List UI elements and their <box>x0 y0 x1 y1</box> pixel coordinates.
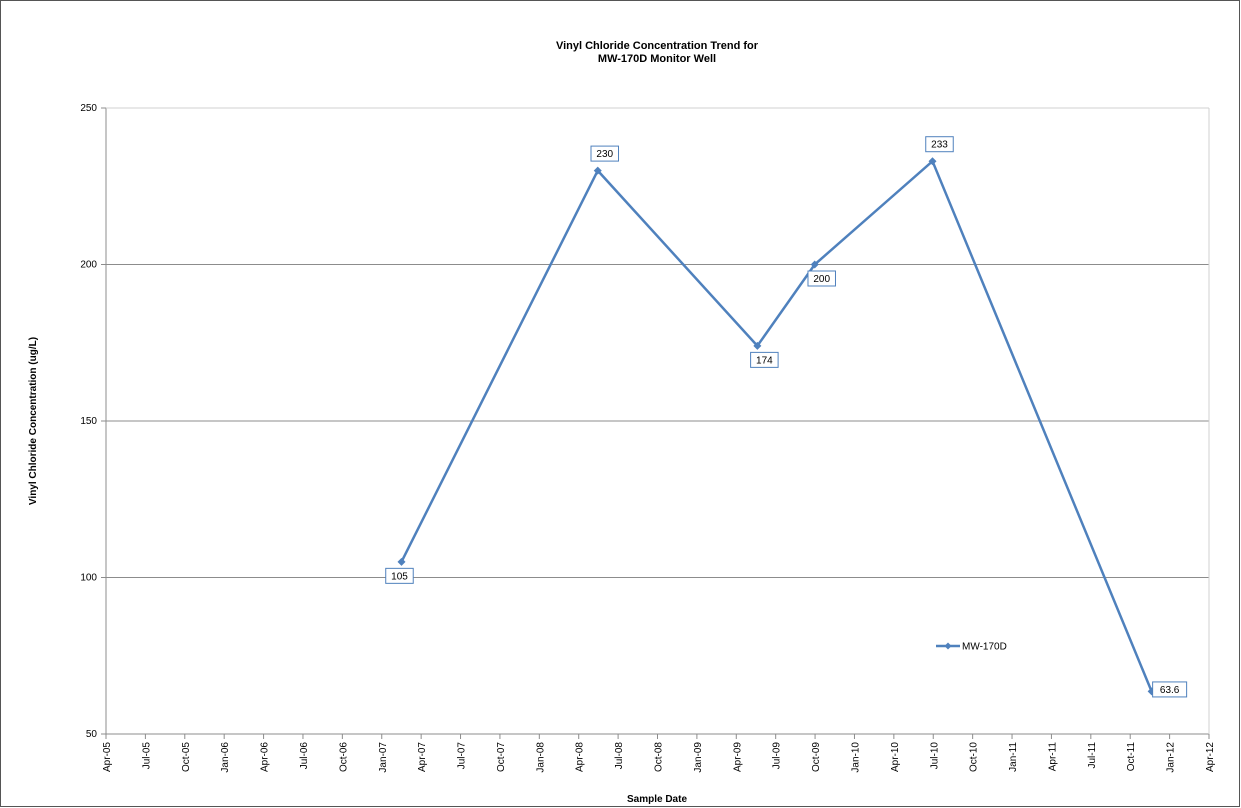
legend: MW-170D <box>936 642 1007 653</box>
x-axis-title: Sample Date <box>627 794 687 805</box>
chart-title-line: MW-170D Monitor Well <box>598 53 716 65</box>
chart-title-line: Vinyl Chloride Concentration Trend for <box>556 40 759 52</box>
data-label-box <box>1152 681 1188 698</box>
x-tick-label: Apr-08 <box>575 742 586 772</box>
data-point-marker <box>593 166 602 175</box>
series-lines <box>400 159 1153 692</box>
x-tick-label: Apr-10 <box>890 742 901 772</box>
series-line <box>400 159 1153 692</box>
x-tick-label: Oct-10 <box>969 742 980 772</box>
data-label: 63.6 <box>1160 685 1180 696</box>
x-tick-label: Apr-06 <box>260 742 271 772</box>
data-label: 230 <box>596 149 613 160</box>
x-tick-label: Jul-06 <box>299 742 310 770</box>
x-tick-label: Jul-07 <box>457 742 468 770</box>
x-tick-label: Apr-12 <box>1205 742 1216 772</box>
x-tick-label: Apr-09 <box>732 742 743 772</box>
data-labels: 105 230 174 200 233 63.6 <box>385 136 1188 698</box>
y-tick-label: 150 <box>80 416 97 427</box>
chart-title: Vinyl Chloride Concentration Trend forMW… <box>556 40 759 65</box>
x-tick-label: Oct-06 <box>338 742 349 772</box>
x-tick-label: Oct-07 <box>496 742 507 772</box>
data-label-box <box>925 136 954 153</box>
y-tick-label: 200 <box>80 260 97 271</box>
x-tick-label: Jul-08 <box>614 742 625 770</box>
x-tick-label: Jan-11 <box>1008 742 1019 772</box>
x-tick-label: Jul-10 <box>929 742 940 770</box>
data-label: 200 <box>813 274 830 285</box>
x-tick-label: Jan-09 <box>693 742 704 773</box>
x-tick-label: Jul-05 <box>141 742 152 770</box>
x-tick-label: Jan-12 <box>1166 742 1177 773</box>
data-points <box>397 157 1156 696</box>
data-point-marker <box>810 260 819 269</box>
x-tick-label: Jan-07 <box>378 742 389 773</box>
x-tick-label: Apr-07 <box>417 742 428 772</box>
x-tick-label: Jan-10 <box>850 742 861 773</box>
legend-swatch-marker <box>944 642 952 650</box>
x-tick-label: Jan-08 <box>535 742 546 773</box>
x-tick-label: Apr-11 <box>1047 742 1058 772</box>
data-label: 174 <box>756 355 773 366</box>
x-tick-label: Oct-08 <box>654 742 665 772</box>
data-label: 233 <box>931 140 948 151</box>
y-axis-title: Vinyl Chloride Concentration (ug/L) <box>28 337 39 505</box>
data-point-marker <box>753 341 762 350</box>
data-label-box <box>750 351 779 368</box>
data-label-box <box>590 145 620 162</box>
x-tick-label: Apr-05 <box>102 742 113 772</box>
data-label-box <box>385 567 414 584</box>
x-tick-label: Jul-11 <box>1087 742 1098 769</box>
x-tick-label: Jul-09 <box>772 742 783 770</box>
y-tick-label: 100 <box>80 573 97 584</box>
x-tick-label: Oct-09 <box>811 742 822 772</box>
legend-label: MW-170D <box>962 642 1007 653</box>
x-tick-label: Oct-05 <box>181 742 192 772</box>
data-label-box <box>807 270 836 287</box>
y-tick-label: 50 <box>86 729 98 740</box>
x-tick-labels: Apr-05 Jul-05 Oct-05 Jan-06 Apr-06 Jul-06 Oct-… <box>102 742 1216 773</box>
y-tick-label: 250 <box>80 103 97 114</box>
y-tick-labels: 50 100 150 200 250 <box>80 103 97 740</box>
data-point-marker <box>928 157 937 166</box>
x-tick-label: Oct-11 <box>1126 742 1137 772</box>
axes <box>105 107 1210 739</box>
x-tick-label: Jan-06 <box>220 742 231 773</box>
data-point-marker <box>397 557 406 566</box>
data-label: 105 <box>391 571 408 582</box>
